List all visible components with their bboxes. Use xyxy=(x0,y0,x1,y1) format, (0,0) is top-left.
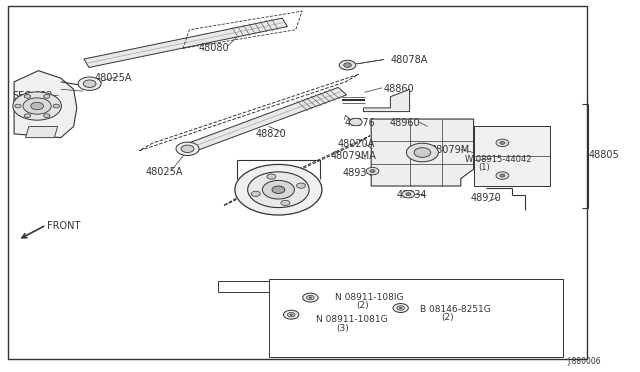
Circle shape xyxy=(406,193,411,196)
Polygon shape xyxy=(474,126,550,186)
Circle shape xyxy=(31,102,44,110)
Circle shape xyxy=(24,94,31,98)
Text: (2): (2) xyxy=(442,313,454,322)
Text: 48820: 48820 xyxy=(256,129,287,139)
Circle shape xyxy=(13,92,61,120)
Circle shape xyxy=(53,104,60,108)
Circle shape xyxy=(402,190,415,198)
Circle shape xyxy=(296,183,305,188)
Text: 48078A: 48078A xyxy=(390,55,428,64)
Circle shape xyxy=(370,170,375,173)
Circle shape xyxy=(339,60,356,70)
Circle shape xyxy=(349,118,362,126)
Text: (3): (3) xyxy=(337,324,349,333)
Circle shape xyxy=(397,306,404,310)
Text: 48025A: 48025A xyxy=(95,73,132,83)
Circle shape xyxy=(287,312,295,317)
Circle shape xyxy=(262,180,294,199)
Circle shape xyxy=(496,139,509,147)
Circle shape xyxy=(83,80,96,87)
Circle shape xyxy=(393,304,408,312)
Text: B 08146-8251G: B 08146-8251G xyxy=(420,305,492,314)
Text: N 08911-1081G: N 08911-1081G xyxy=(316,315,387,324)
Text: J.880006: J.880006 xyxy=(567,357,601,366)
Text: (1): (1) xyxy=(479,163,490,172)
Polygon shape xyxy=(14,71,77,138)
Circle shape xyxy=(272,186,285,193)
Text: 48860: 48860 xyxy=(384,84,415,93)
Circle shape xyxy=(235,164,322,215)
Circle shape xyxy=(281,200,290,205)
Circle shape xyxy=(15,104,21,108)
Circle shape xyxy=(252,191,260,196)
Text: 48934: 48934 xyxy=(343,168,374,177)
Circle shape xyxy=(23,98,51,114)
Text: 48960: 48960 xyxy=(389,118,420,128)
Circle shape xyxy=(500,174,505,177)
Text: 48805: 48805 xyxy=(589,151,620,160)
Circle shape xyxy=(181,145,194,153)
Circle shape xyxy=(44,114,50,118)
Circle shape xyxy=(78,77,101,90)
Text: SEC.492: SEC.492 xyxy=(13,91,53,100)
Circle shape xyxy=(248,172,309,208)
Circle shape xyxy=(290,314,292,315)
Circle shape xyxy=(399,307,402,309)
Circle shape xyxy=(267,174,276,179)
Circle shape xyxy=(366,167,379,175)
Text: W 08915-44042: W 08915-44042 xyxy=(465,155,531,164)
Text: 48976: 48976 xyxy=(344,118,375,128)
Circle shape xyxy=(303,293,318,302)
Polygon shape xyxy=(84,18,287,67)
Text: 48970: 48970 xyxy=(470,193,501,203)
Circle shape xyxy=(309,297,312,298)
Circle shape xyxy=(500,141,505,144)
Bar xyxy=(269,279,563,357)
Text: 48079M: 48079M xyxy=(430,145,469,155)
Circle shape xyxy=(307,295,314,300)
Text: FRONT: FRONT xyxy=(47,221,81,231)
Text: 48080: 48080 xyxy=(198,44,229,53)
Circle shape xyxy=(414,148,431,157)
Text: 48020A: 48020A xyxy=(338,140,375,149)
Circle shape xyxy=(496,172,509,179)
Circle shape xyxy=(24,114,31,118)
Circle shape xyxy=(44,94,50,98)
Circle shape xyxy=(344,63,351,67)
Text: N 08911-108lG: N 08911-108lG xyxy=(335,293,403,302)
Circle shape xyxy=(284,310,299,319)
Text: (2): (2) xyxy=(356,301,369,310)
Text: 48079MA: 48079MA xyxy=(330,151,376,161)
Polygon shape xyxy=(179,87,346,154)
Circle shape xyxy=(176,142,199,155)
Polygon shape xyxy=(364,89,410,112)
Polygon shape xyxy=(371,119,474,186)
Circle shape xyxy=(406,143,438,162)
Polygon shape xyxy=(26,126,58,138)
Text: 48934: 48934 xyxy=(397,190,428,200)
Text: 48025A: 48025A xyxy=(146,167,184,177)
